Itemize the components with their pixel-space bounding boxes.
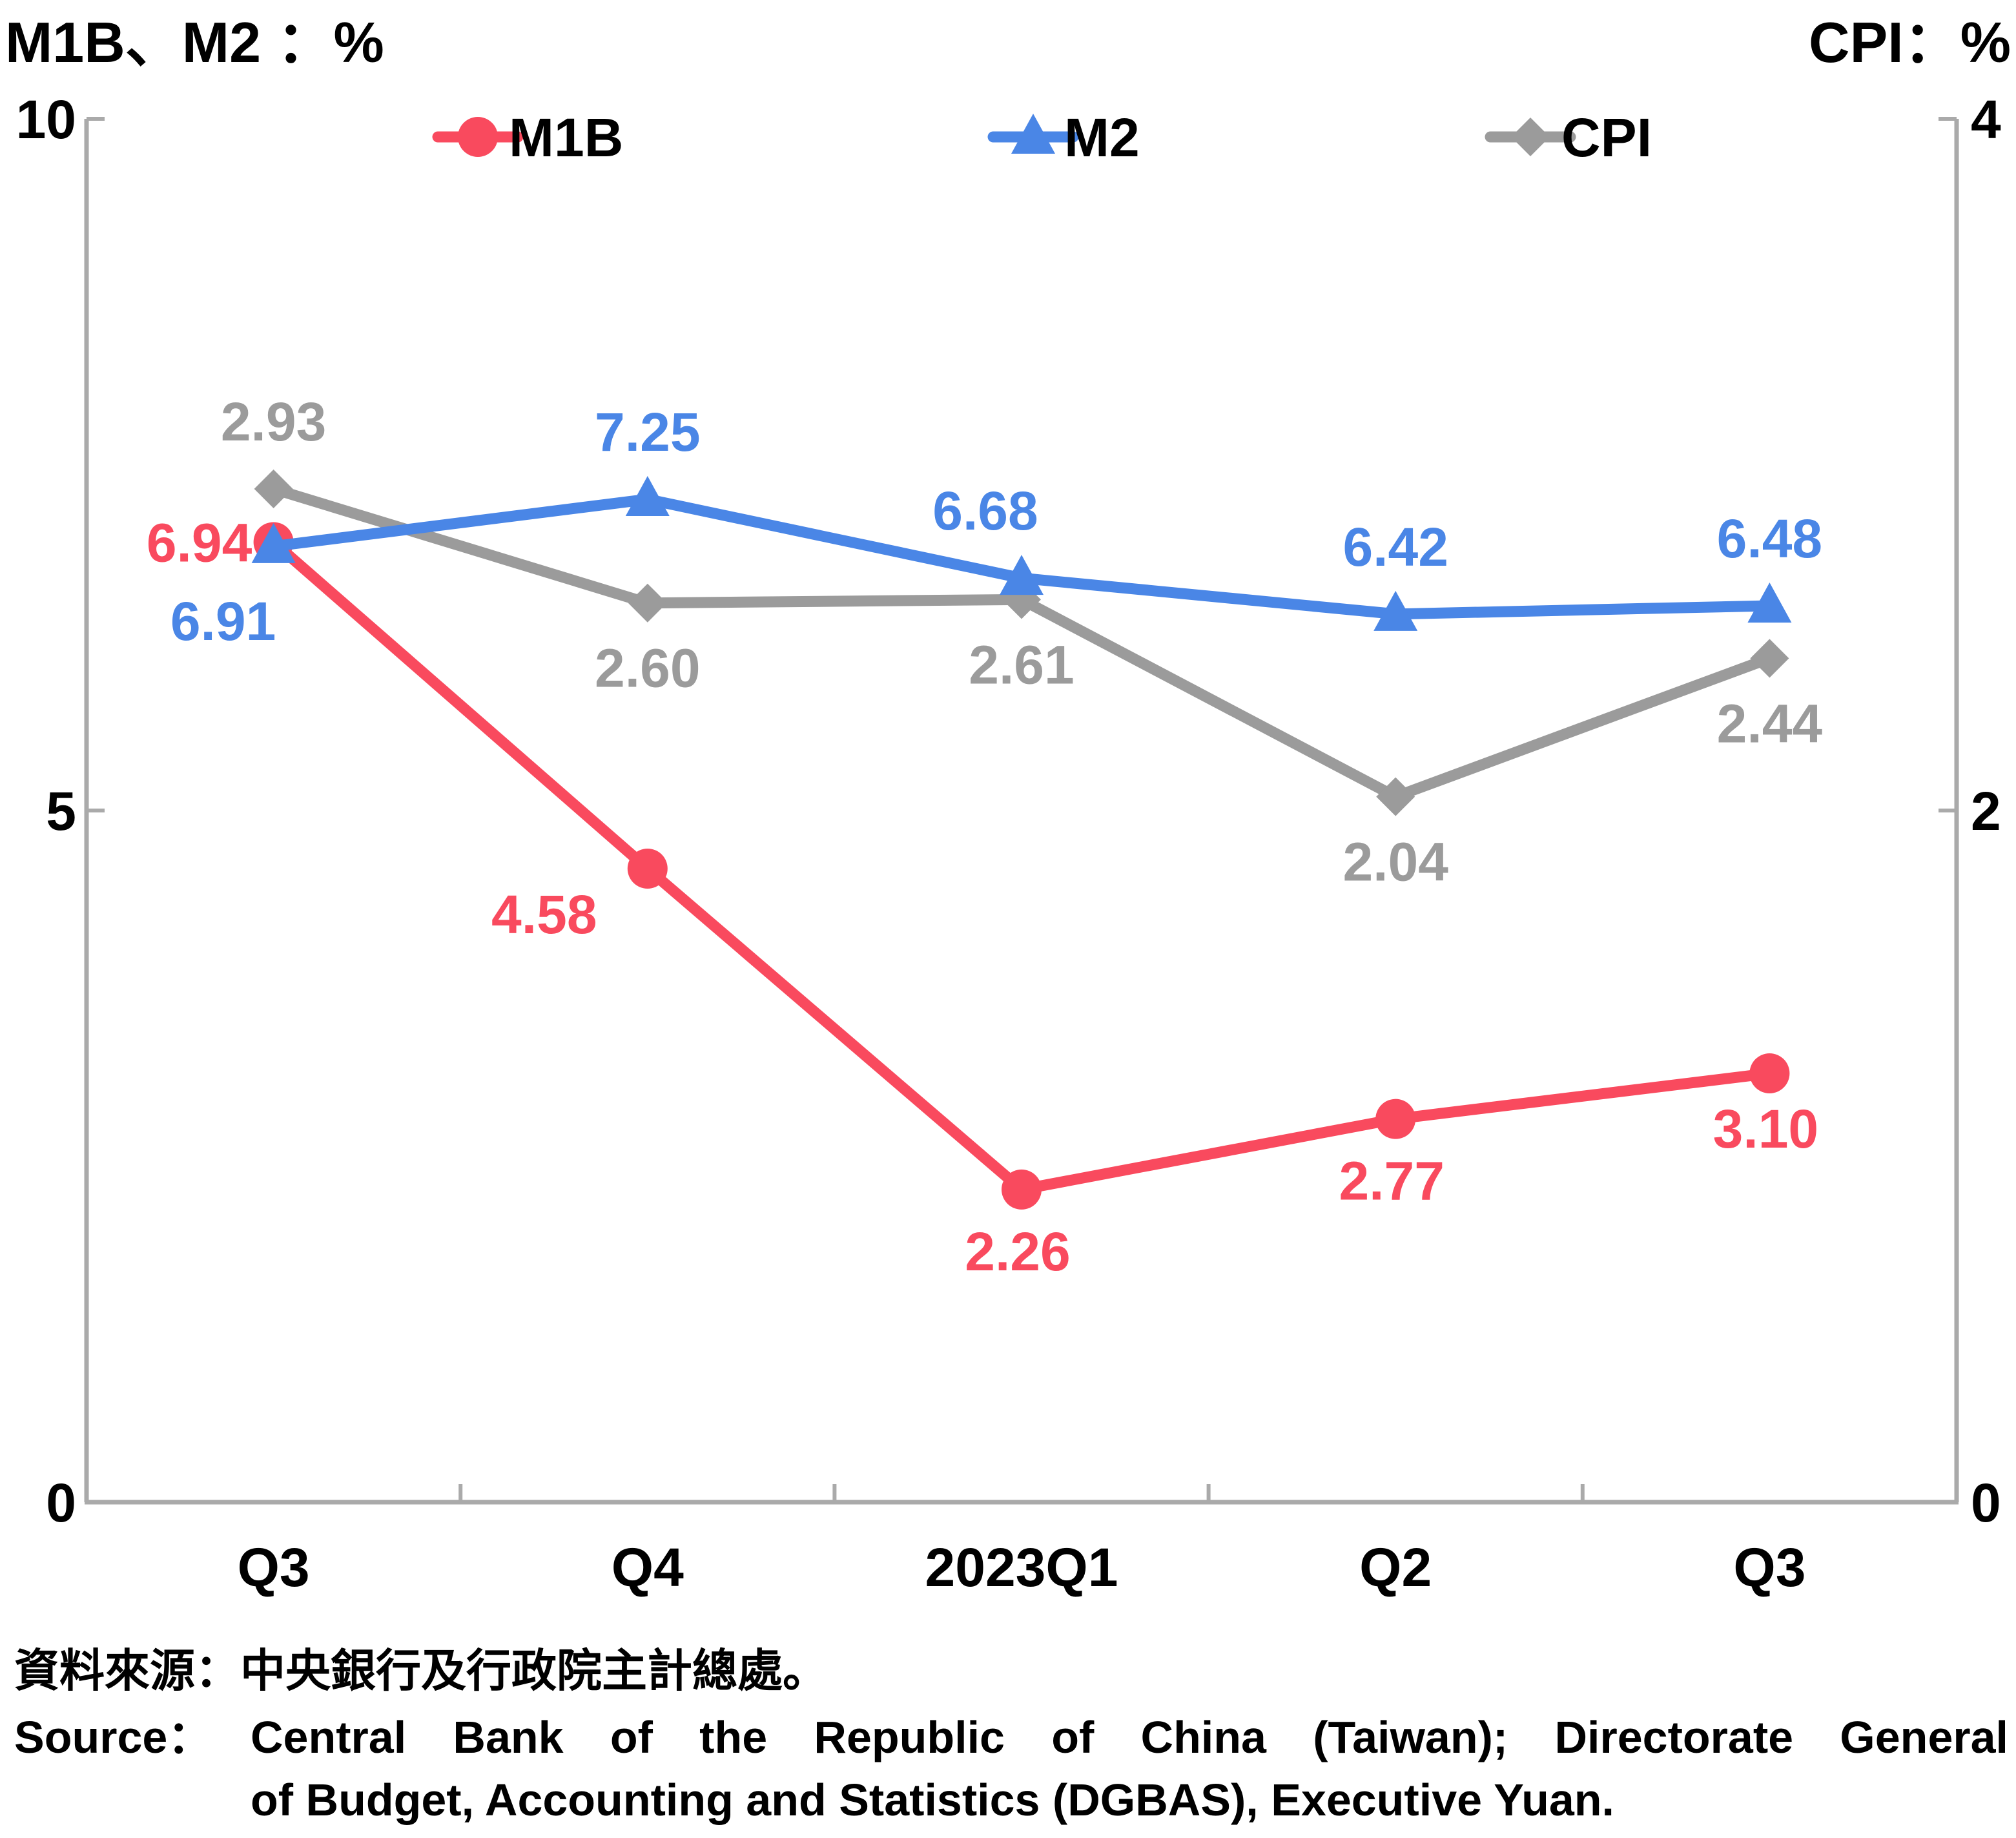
x-tick-label: Q3	[1733, 1537, 1805, 1598]
data-label-m1b: 4.58	[491, 884, 597, 945]
source-en-label: Source：	[14, 1712, 213, 1762]
data-label-m1b: 2.26	[965, 1221, 1071, 1282]
data-point-m2	[1000, 555, 1044, 595]
data-label-m1b: 3.10	[1713, 1099, 1819, 1159]
right-y-tick-label: 4	[1971, 89, 2001, 150]
legend-label-m1b: M1B	[509, 107, 623, 168]
legend-marker-m1b	[458, 117, 498, 157]
data-point-cpi	[254, 469, 293, 508]
data-label-m2: 7.25	[595, 402, 701, 462]
data-label-cpi: 2.61	[969, 634, 1075, 695]
data-point-cpi	[628, 583, 667, 623]
data-point-m1b	[627, 848, 668, 889]
data-point-m2	[251, 522, 296, 563]
data-point-cpi	[1376, 777, 1415, 816]
left-y-tick-label: 0	[46, 1472, 76, 1533]
left-y-tick-label: 10	[16, 89, 76, 150]
right-axis-unit: CPI：%	[1809, 10, 2011, 74]
data-point-m1b	[1002, 1169, 1042, 1210]
legend-marker-m2	[1011, 114, 1055, 154]
left-y-tick-label: 5	[46, 781, 76, 842]
source-en-line-2: of Budget, Accounting and Statistics (DG…	[251, 1775, 1614, 1825]
data-label-m2: 6.42	[1342, 517, 1448, 577]
data-point-m1b	[1375, 1099, 1416, 1139]
right-y-tick-label: 0	[1971, 1472, 2001, 1533]
data-label-m1b: 6.94	[147, 512, 252, 573]
x-tick-label: Q3	[238, 1537, 310, 1598]
data-label-m2: 6.48	[1717, 508, 1823, 569]
right-y-tick-label: 2	[1971, 781, 2001, 842]
data-point-m2	[1373, 590, 1418, 631]
source-zh: 資料來源：中央銀行及行政院主計總處。	[14, 1644, 828, 1697]
data-label-m2: 6.91	[170, 591, 276, 652]
data-label-m2: 6.68	[932, 480, 1038, 541]
x-tick-label: 2023Q1	[925, 1537, 1118, 1598]
data-point-cpi	[1750, 639, 1789, 678]
source-en-line-1: Central Bank of the Republic of China (T…	[251, 1712, 2008, 1762]
x-tick-label: Q4	[612, 1537, 684, 1598]
data-label-cpi: 2.44	[1717, 693, 1823, 754]
legend-marker-cpi	[1511, 118, 1550, 156]
data-label-cpi: 2.60	[595, 638, 701, 699]
left-axis-unit: M1B、M2 ：%	[5, 10, 384, 74]
data-label-m1b: 2.77	[1339, 1151, 1445, 1212]
x-tick-label: Q2	[1359, 1537, 1432, 1598]
legend-label-cpi: CPI	[1561, 107, 1652, 168]
data-label-cpi: 2.93	[221, 391, 327, 452]
data-point-m2	[1747, 582, 1792, 623]
data-label-cpi: 2.04	[1342, 832, 1448, 893]
data-point-m1b	[1749, 1053, 1790, 1093]
data-point-m2	[625, 476, 670, 517]
legend-label-m2: M2	[1064, 107, 1140, 168]
